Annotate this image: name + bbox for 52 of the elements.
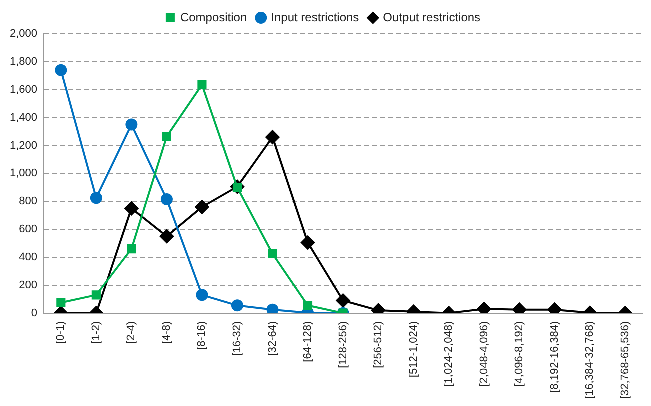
point <box>198 80 207 90</box>
point <box>55 64 68 76</box>
x-tick-label: [32,768-65,536) <box>619 321 632 399</box>
y-tick-label: 800 <box>19 196 38 208</box>
x-tick-label: [16,384-32,768) <box>584 321 596 399</box>
y-tick-label: 400 <box>19 251 38 264</box>
point <box>266 130 280 144</box>
point <box>301 236 315 250</box>
y-tick-label: 200 <box>19 279 38 292</box>
point <box>303 301 313 310</box>
point <box>477 302 492 314</box>
y-tick-label: 1,600 <box>10 84 38 96</box>
x-tick-label: [0-1) <box>55 321 68 344</box>
x-tick-label: [1,024-2,048) <box>443 321 456 387</box>
y-tick-label: 600 <box>19 224 38 236</box>
x-tick-label: [32-64) <box>266 321 279 356</box>
point <box>160 230 174 244</box>
point <box>195 200 210 214</box>
x-tick-label: [4-8) <box>160 321 173 344</box>
y-tick-label: 0 <box>31 307 38 320</box>
x-tick-label: [2-4) <box>126 321 138 344</box>
point <box>124 202 139 216</box>
point <box>160 194 173 206</box>
x-tick-label: [1-2) <box>90 321 102 344</box>
x-tick-label: [512-1,024) <box>408 321 420 378</box>
y-tick-label: 1,000 <box>10 168 38 180</box>
legend-label: Composition <box>180 10 248 24</box>
point <box>231 300 244 312</box>
point <box>162 132 172 142</box>
y-tick-label: 1,200 <box>10 140 38 152</box>
y-tick-label: 2,000 <box>10 28 38 40</box>
legend-label: Output restrictions <box>383 10 481 24</box>
point <box>127 244 136 254</box>
point <box>126 118 138 131</box>
y-tick-label: 1,800 <box>10 56 38 68</box>
point <box>336 294 350 308</box>
x-tick-label: [4,096-8,192) <box>514 321 526 387</box>
point <box>266 304 279 314</box>
point <box>268 249 278 259</box>
point <box>196 289 208 302</box>
legend-label: Input restrictions <box>271 10 360 24</box>
point <box>90 192 102 204</box>
x-tick-label: [128-256) <box>337 321 350 368</box>
point <box>92 290 101 300</box>
point <box>56 298 66 308</box>
x-tick-label: [8,192-16,384) <box>548 321 561 393</box>
x-tick-label: [2,048-4,096) <box>478 321 490 387</box>
x-tick-label: [16-32) <box>232 321 244 356</box>
x-tick-label: [64-128) <box>302 321 314 362</box>
x-tick-label: [8-16) <box>196 321 208 350</box>
x-tick-label: [256-512) <box>372 321 385 368</box>
y-tick-label: 1,400 <box>10 112 38 124</box>
